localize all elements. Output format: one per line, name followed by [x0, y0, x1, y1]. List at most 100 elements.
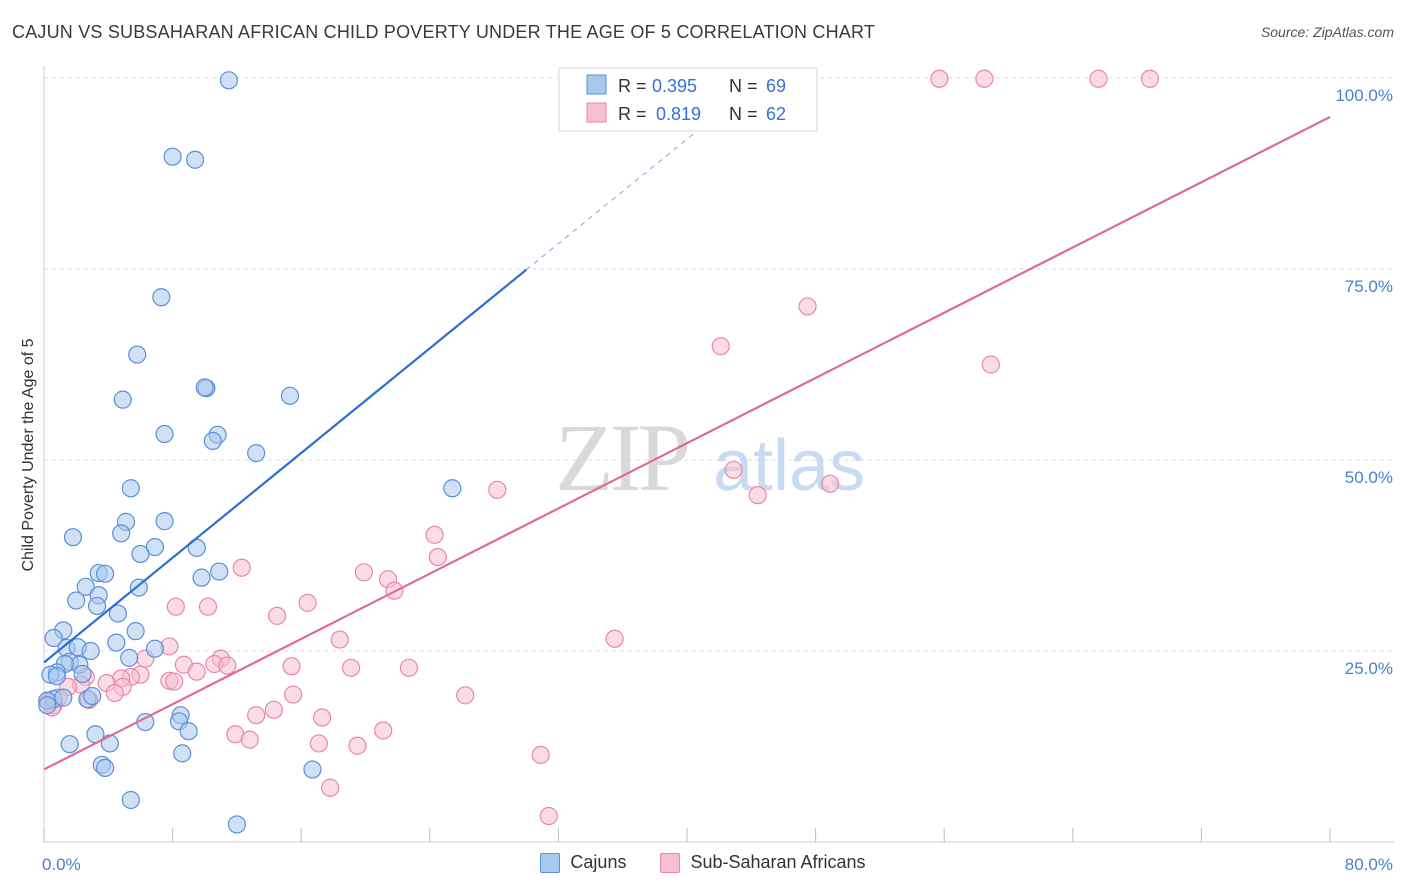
ssa-point-14 [354, 563, 373, 582]
ssa-point-11 [425, 525, 444, 544]
ssa-point-53 [312, 708, 332, 727]
ssa-point-61 [539, 806, 558, 826]
cajun-point-7 [195, 378, 214, 397]
cajun-point-52 [83, 686, 102, 706]
bottom-legend-swatch-cajuns [540, 852, 561, 873]
cajun-point-57 [179, 722, 198, 741]
cajun-point-63 [95, 758, 115, 777]
series-sub-saharan-africans [39, 69, 1160, 826]
cajun-point-29 [67, 591, 86, 610]
series-cajuns [38, 71, 462, 834]
ssa-point-31 [399, 658, 419, 677]
trend-line-sub-saharan-africans [43, 115, 1331, 771]
cajun-point-65 [121, 790, 140, 810]
ssa-point-21 [605, 629, 624, 648]
cajun-point-33 [126, 622, 145, 641]
legend-n-value-2: 62 [766, 104, 786, 124]
ssa-point-29 [282, 657, 301, 676]
ssa-point-45 [456, 686, 475, 705]
cajun-point-18 [63, 528, 83, 547]
legend-r-label-1: R = [618, 76, 647, 96]
cajun-point-61 [173, 744, 192, 763]
x-tick-labels: 0.0% 80.0% [42, 855, 1393, 874]
cajun-point-1 [163, 147, 182, 166]
bottom-legend-label-cajuns: Cajuns [570, 852, 627, 872]
ssa-point-43 [105, 683, 124, 703]
cajun-point-53 [38, 696, 57, 715]
cajun-point-45 [73, 664, 92, 684]
legend-r-value-2: 0.819 [656, 104, 701, 124]
ssa-point-13 [232, 558, 251, 577]
legend-swatch-cajuns [586, 74, 607, 95]
cajun-point-5 [113, 390, 132, 409]
ssa-point-28 [218, 656, 237, 675]
cajun-point-23 [192, 568, 211, 587]
ssa-point-58 [348, 736, 367, 755]
cajun-point-38 [81, 641, 100, 661]
ssa-point-44 [284, 685, 303, 704]
x-tick-label-1: 80.0% [1345, 855, 1393, 874]
ssa-point-18 [166, 597, 185, 616]
cajun-point-11 [203, 431, 222, 450]
ssa-point-60 [321, 778, 340, 797]
cajun-point-13 [443, 479, 462, 498]
cajun-point-47 [47, 667, 66, 686]
cajun-point-20 [131, 544, 150, 564]
cajun-point-4 [128, 345, 147, 364]
cajun-point-17 [112, 524, 131, 543]
cajun-point-22 [210, 562, 229, 581]
cajun-point-30 [87, 596, 107, 616]
y-tick-label-1: 50.0% [1345, 468, 1393, 487]
cajun-point-3 [152, 288, 171, 307]
ssa-point-32 [187, 662, 206, 681]
legend-box: R = 0.395 N = 69 R = 0.819 N = 62 [558, 67, 818, 132]
ssa-point-30 [341, 658, 361, 677]
x-tick-label-0: 0.0% [42, 855, 81, 874]
y-tick-labels: 25.0% 50.0% 75.0% 100.0% [1335, 86, 1393, 678]
ssa-point-2 [1089, 69, 1108, 88]
ssa-point-22 [330, 630, 349, 649]
legend-swatch-sub-saharan-africans [586, 102, 607, 123]
bottom-legend-label-sub-saharan-africans: Sub-Saharan Africans [690, 852, 866, 872]
ssa-point-19 [198, 597, 218, 616]
ssa-point-17 [298, 593, 317, 612]
watermark-zip: ZIP [555, 404, 688, 511]
source-label: Source: ZipAtlas.com [1260, 24, 1394, 40]
chart-title: CAJUN VS SUBSAHARAN AFRICAN CHILD POVERT… [12, 22, 876, 42]
cajun-point-27 [129, 578, 148, 597]
cajun-point-59 [60, 735, 79, 754]
cajun-point-14 [121, 479, 140, 498]
cajun-point-39 [145, 639, 165, 658]
y-tick-label-0: 25.0% [1345, 659, 1393, 678]
ssa-point-9 [820, 474, 840, 493]
ssa-point-38 [165, 672, 184, 691]
legend-r-label-2: R = [618, 104, 647, 124]
trend-lines [43, 92, 1331, 771]
ssa-point-12 [428, 547, 447, 567]
cajun-point-0 [219, 71, 238, 90]
ssa-point-0 [930, 69, 949, 88]
ssa-point-54 [374, 721, 393, 740]
cajun-point-9 [155, 424, 174, 444]
legend-n-label-2: N = [729, 104, 758, 124]
trend-line-cajuns [43, 268, 527, 664]
y-tick-label-3: 100.0% [1335, 86, 1393, 105]
ssa-point-10 [488, 480, 507, 499]
cajun-point-31 [108, 604, 128, 623]
ssa-point-7 [724, 460, 743, 480]
cajun-point-2 [186, 150, 205, 169]
ssa-point-56 [240, 730, 259, 749]
legend-n-value-1: 69 [766, 76, 786, 96]
cajun-point-50 [54, 688, 73, 707]
ssa-point-8 [748, 486, 767, 505]
cajun-point-19 [145, 537, 165, 557]
ssa-point-59 [531, 745, 550, 765]
bottom-legend-swatch-sub-saharan-africans [660, 852, 681, 873]
bottom-legend-sub-saharan-africans: Sub-Saharan Africans [660, 852, 866, 873]
cajun-point-12 [247, 444, 266, 463]
cajun-point-66 [227, 815, 246, 834]
ssa-point-52 [247, 706, 266, 725]
ssa-point-57 [309, 734, 328, 753]
ssa-point-4 [798, 297, 817, 316]
cajun-point-34 [44, 628, 63, 648]
